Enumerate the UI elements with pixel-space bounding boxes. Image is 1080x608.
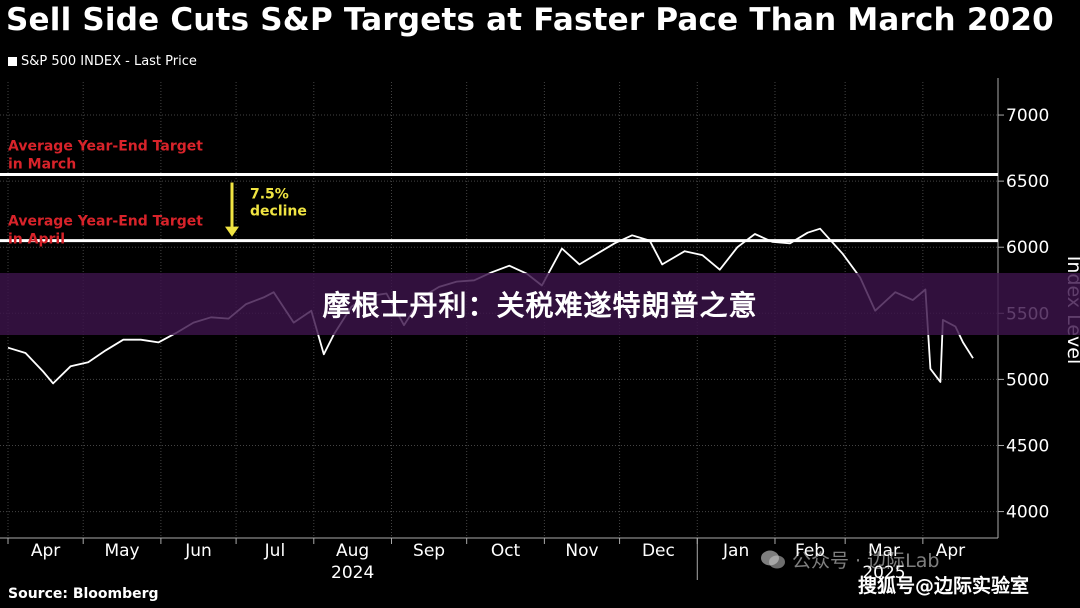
overlay-caption-band: 摩根士丹利：关税难遂特朗普之意 (0, 273, 1080, 335)
x-tick-label: Oct (491, 541, 521, 561)
year-label: 2024 (331, 563, 374, 583)
chart-title: Sell Side Cuts S&P Targets at Faster Pac… (6, 2, 1054, 38)
source-note: Source: Bloomberg (8, 586, 159, 602)
x-tick-label: Aug (336, 541, 369, 561)
annotations: Average Year-End Target in March Average Y… (8, 139, 307, 248)
year-label: 2025 (862, 563, 905, 583)
y-tick-label: 7000 (1006, 106, 1049, 126)
y-tick-label: 6500 (1006, 172, 1049, 192)
y-tick-label: 5000 (1006, 370, 1049, 390)
legend-label: S&P 500 INDEX - Last Price (21, 54, 197, 69)
x-tick-label: May (104, 541, 139, 561)
x-tick-label: Feb (795, 541, 825, 561)
x-tick-label: Dec (642, 541, 675, 561)
wechat-watermark: 公众号 · 边际Lab (760, 546, 939, 573)
x-tick-label: Jun (184, 541, 212, 561)
bottom-watermark: 搜狐号@边际实验室 (858, 575, 1030, 597)
decline-annotation: 7.5% decline (250, 187, 307, 220)
x-tick-label: Apr (936, 541, 965, 561)
wechat-watermark-text: 公众号 · 边际Lab (792, 550, 940, 572)
legend: S&P 500 INDEX - Last Price (8, 54, 197, 69)
legend-swatch (8, 57, 17, 66)
wechat-icon (761, 550, 785, 568)
overlay-caption: 摩根士丹利：关税难遂特朗普之意 (322, 289, 758, 322)
x-tick-label: Apr (31, 541, 60, 561)
target-annotation-march: Average Year-End Target in March (8, 139, 203, 173)
y-tick-label: 6000 (1006, 238, 1049, 258)
x-tick-label: Sep (413, 541, 445, 561)
x-tick-label: Mar (868, 541, 900, 561)
decline-arrow-head (225, 226, 239, 237)
y-tick-label: 4000 (1006, 503, 1049, 523)
reference-lines (0, 173, 998, 243)
x-tick-label: Jan (722, 541, 749, 561)
target-annotation-april: Average Year-End Target in April (8, 214, 203, 248)
x-tick-label: Nov (565, 541, 598, 561)
x-tick-label: Jul (264, 541, 286, 561)
y-tick-label: 4500 (1006, 436, 1049, 456)
